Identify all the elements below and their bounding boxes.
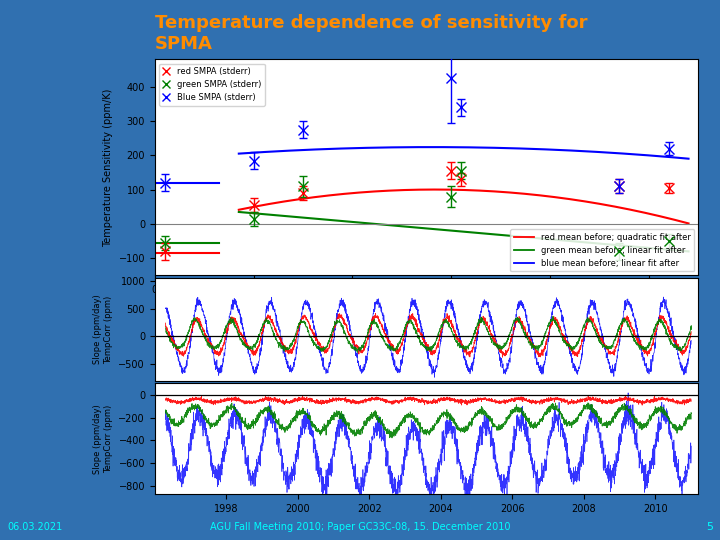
X-axis label: SOHO Mission Day: SOHO Mission Day (375, 301, 478, 310)
Text: Temperature dependence of sensitivity for: Temperature dependence of sensitivity fo… (155, 14, 588, 31)
Y-axis label: Slope (ppm/day)
TempCorr (ppm): Slope (ppm/day) TempCorr (ppm) (94, 404, 113, 474)
Y-axis label: Slope (ppm/day)
TempCorr (ppm): Slope (ppm/day) TempCorr (ppm) (94, 294, 113, 364)
Text: SPMA: SPMA (155, 35, 212, 53)
Legend: red mean before; quadratic fit after, green mean before; linear fit after, blue : red mean before; quadratic fit after, gr… (510, 230, 694, 271)
Y-axis label: Temperature Sensitivity (ppm/K): Temperature Sensitivity (ppm/K) (103, 88, 113, 247)
Text: AGU Fall Meeting 2010; Paper GC33C-08, 15. December 2010: AGU Fall Meeting 2010; Paper GC33C-08, 1… (210, 522, 510, 532)
Text: 06.03.2021: 06.03.2021 (7, 522, 63, 532)
Text: 5: 5 (706, 522, 713, 532)
